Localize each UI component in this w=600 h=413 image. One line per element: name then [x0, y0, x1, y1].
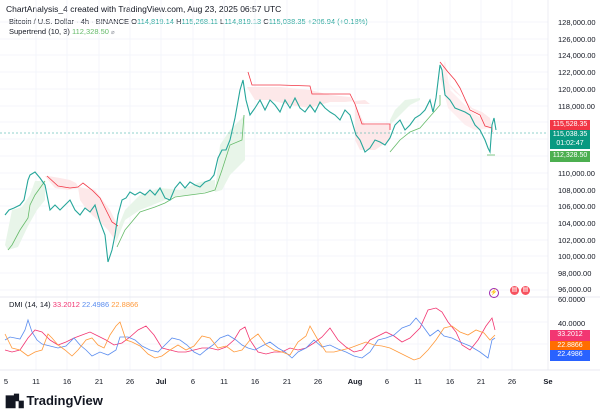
price-axis-label: 118,000.00 [558, 102, 595, 111]
time-axis-label: 16 [62, 377, 72, 386]
dmi-label: DMI (14, 14) [9, 300, 51, 309]
price-line [4, 64, 497, 263]
low-value: 114,819.13 [224, 17, 262, 26]
supertrend-up-line-2 [116, 114, 245, 248]
supertrend-down-line-2 [247, 71, 391, 130]
last-price-value: 115,038.35 [552, 131, 588, 138]
time-axis-label: 6 [384, 377, 390, 386]
minus-di-value: 22.8866 [111, 300, 139, 309]
supertrend-up-line-3 [389, 95, 441, 153]
time-axis-label: 21 [476, 377, 486, 386]
price-axis-label: 120,000.00 [558, 85, 596, 94]
high-value: 115,268.11 [181, 17, 218, 26]
time-axis-label: Aug [347, 377, 363, 386]
eye-icon[interactable]: ⌀ [111, 30, 115, 36]
time-axis-label: 26 [125, 377, 135, 386]
price-axis-label: 122,000.00 [558, 68, 596, 77]
price-axis-label: 106,000.00 [558, 202, 596, 211]
price-grid [0, 0, 548, 370]
price-axis-label: 96,000.00 [558, 285, 592, 294]
time-axis-label: 21 [282, 377, 292, 386]
supertrend-label: Supertrend (10, 3) [9, 27, 70, 36]
supertrend-value: 112,328.50 [71, 27, 109, 36]
open-value: 114,819.14 [136, 17, 174, 26]
time-axis-label: 11 [220, 377, 228, 386]
supertrend-red-tag: 115,528.35 [550, 120, 590, 131]
time-axis-label: 11 [32, 377, 40, 386]
time-axis-label: 26 [313, 377, 323, 386]
price-axis-label: 124,000.00 [558, 51, 596, 60]
plus-di-line [4, 317, 496, 359]
time-axis-label: Se [543, 377, 553, 386]
countdown-value: 01:02:47 [556, 139, 584, 147]
symbol-name: Bitcoin / U.S. Dollar · 4h · BINANCE [9, 17, 130, 26]
tradingview-logo-icon: ▇▚ [6, 393, 23, 408]
time-axis-label: 16 [445, 377, 455, 386]
price-axis-label: 102,000.00 [558, 236, 596, 245]
dmi-axis-label: 60.0000 [558, 295, 586, 304]
lightning-event-icon[interactable]: ⚡ [489, 288, 499, 298]
us-flag-event-icon[interactable]: ▤ [521, 286, 530, 295]
high-label: H [176, 17, 182, 26]
time-axis-label: 21 [94, 377, 104, 386]
time-axis-label: 5 [3, 377, 9, 386]
adx-value: 33.2012 [52, 300, 80, 309]
change-value: +206.94 (+0.18%) [307, 17, 368, 26]
supertrend-up-line [7, 180, 46, 251]
logo-text: TradingView [26, 393, 103, 408]
supertrend-down-line-3 [439, 61, 493, 132]
plus-di-tag: 22.4986 [550, 350, 590, 361]
price-axis-label: 126,000.00 [558, 35, 596, 44]
dmi-axis-label: 40.0000 [558, 319, 586, 328]
last-price-tag: 115,038.35 01:02:47 [550, 130, 590, 149]
chart-title: ChartAnalysis_4 created with TradingView… [6, 4, 282, 14]
price-axis-label: 104,000.00 [558, 219, 596, 228]
supertrend-legend[interactable]: Supertrend (10, 3) 112,328.50 ⌀ [9, 27, 115, 36]
time-axis-label: 16 [250, 377, 260, 386]
supertrend-fills [5, 60, 492, 250]
time-axis-label: 26 [507, 377, 517, 386]
minus-di-tag: 22.8866 [550, 341, 590, 352]
adx-line [4, 307, 496, 355]
open-label: O [131, 17, 137, 26]
close-label: C [263, 17, 269, 26]
price-axis-label: 110,000.00 [558, 169, 595, 178]
low-label: L [220, 17, 225, 26]
dmi-grid [0, 321, 548, 345]
price-axis-label: 108,000.00 [558, 186, 596, 195]
minus-di-line [4, 321, 496, 361]
supertrend-green-tag: 112,328.50 [550, 151, 590, 162]
supertrend-down-line [46, 175, 119, 227]
time-axis-label: Jul [155, 377, 167, 386]
dmi-legend[interactable]: DMI (14, 14) 33.2012 22.4986 22.8866 [9, 300, 138, 309]
price-axis-label: 98,000.00 [558, 269, 592, 278]
tradingview-logo: ▇▚ TradingView [6, 393, 103, 408]
time-axis-label: 11 [414, 377, 422, 386]
time-axis-label: 6 [190, 377, 196, 386]
adx-tag: 33.2012 [550, 330, 590, 341]
price-axis-label: 128,000.00 [558, 18, 596, 27]
us-flag-event-icon[interactable]: ▤ [510, 286, 519, 295]
plus-di-value: 22.4986 [82, 300, 110, 309]
price-axis-label: 100,000.00 [558, 252, 596, 261]
